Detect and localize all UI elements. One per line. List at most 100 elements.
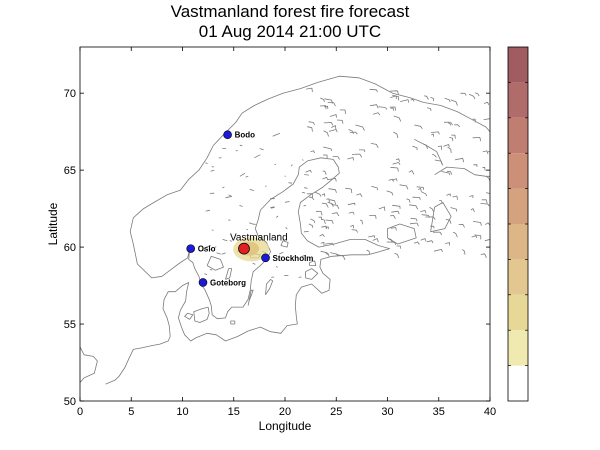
lake-outline (298, 276, 302, 278)
coastline-segment (225, 268, 233, 280)
lake-outline (319, 105, 327, 110)
lake-outline (350, 224, 355, 229)
coastline-segment (230, 320, 236, 325)
lake-outline (336, 119, 344, 124)
coastline-segment (272, 132, 281, 137)
lake-outline (248, 222, 254, 225)
colorbar-level (508, 188, 528, 224)
lake-outline (339, 109, 346, 114)
lake-outline (378, 206, 386, 211)
lake-outline (314, 191, 322, 197)
lake-outline (310, 150, 316, 154)
x-tick-label: 35 (433, 406, 445, 418)
lake-outline (481, 199, 488, 204)
y-tick-label: 70 (64, 88, 76, 100)
lake-outline (454, 157, 465, 163)
lake-outline (445, 219, 452, 224)
y-tick-label: 55 (64, 319, 76, 331)
lake-outline (321, 193, 326, 197)
lake-outline (208, 248, 211, 251)
lake-outline (345, 187, 353, 194)
coastline-segment (239, 172, 246, 177)
lake-outline (303, 204, 307, 207)
lake-outline (468, 93, 476, 100)
colorbar (507, 46, 529, 402)
lake-outline (206, 245, 211, 248)
lake-outline (472, 221, 482, 226)
lake-outline (400, 99, 410, 103)
lake-outline (443, 144, 450, 148)
city-markers: Bodo Oslo Stockholm Goteborg Vastmanland (186, 130, 314, 287)
lake-outline (372, 112, 381, 116)
lake-outline (349, 131, 358, 135)
colorbar-level (508, 153, 528, 189)
lake-outline (259, 148, 264, 151)
lake-outline (433, 249, 443, 252)
lake-outline (324, 242, 335, 246)
lake-outline (371, 186, 378, 191)
lake-outline (347, 202, 356, 206)
lake-outline (483, 118, 490, 120)
lake-outline (331, 204, 340, 209)
x-tick-label: 25 (330, 406, 342, 418)
lake-outline (394, 252, 400, 259)
coastline-segment (265, 279, 274, 296)
lake-outline (420, 238, 427, 242)
lake-outline (390, 215, 396, 219)
lake-outline (444, 97, 451, 103)
lake-outline (356, 193, 363, 198)
x-tick-label: 20 (279, 406, 291, 418)
lake-outline (270, 207, 275, 209)
coastline-segment (434, 166, 490, 177)
city-label-stockholm: Stockholm (273, 254, 314, 263)
lake-outline (393, 115, 402, 122)
colorbar-level (508, 82, 528, 118)
lake-outline (324, 251, 330, 257)
lake-outline (450, 99, 458, 106)
city-label-bodo: Bodo (235, 131, 256, 140)
coastline-segment (305, 268, 319, 280)
lake-outline (303, 187, 308, 189)
lake-outline (378, 106, 388, 110)
lake-outline (222, 186, 225, 189)
lake-outline (321, 225, 328, 230)
x-axis-label: Longitude (259, 419, 312, 433)
lake-outline (325, 226, 330, 230)
lake-outline (306, 87, 313, 93)
colorbar-level (508, 365, 528, 401)
lake-outline (450, 207, 458, 212)
lake-outline (285, 227, 288, 230)
lake-outline (469, 195, 474, 199)
lake-outline (462, 249, 466, 255)
lake-outline (318, 216, 322, 220)
coastline-segment (309, 260, 317, 266)
lake-outline (307, 126, 313, 132)
coastline-segment (280, 240, 289, 248)
coastline-segment (225, 194, 233, 199)
x-tick-label: 5 (128, 406, 134, 418)
lake-outline (426, 240, 434, 244)
lake-outline (306, 193, 313, 198)
x-tick-label: 30 (381, 406, 393, 418)
lake-outline (395, 158, 400, 162)
x-tick-label: 40 (484, 406, 496, 418)
lake-outline (229, 239, 233, 242)
y-tick-label: 50 (64, 396, 76, 408)
lake-outline (452, 195, 458, 200)
lake-outline (420, 210, 427, 214)
x-tick-label: 0 (77, 406, 83, 418)
lake-outline (309, 196, 315, 201)
lake-outline (473, 164, 478, 167)
lake-outline (390, 107, 395, 111)
colorbar-level (508, 117, 528, 154)
coastline-segment (129, 75, 490, 279)
lake-outline (447, 146, 452, 153)
lake-outline (396, 245, 401, 249)
lake-outline (315, 210, 323, 216)
lake-outline (416, 186, 424, 190)
lake-outline (270, 206, 275, 208)
lake-outline (310, 218, 316, 224)
lake-outline (323, 130, 329, 137)
